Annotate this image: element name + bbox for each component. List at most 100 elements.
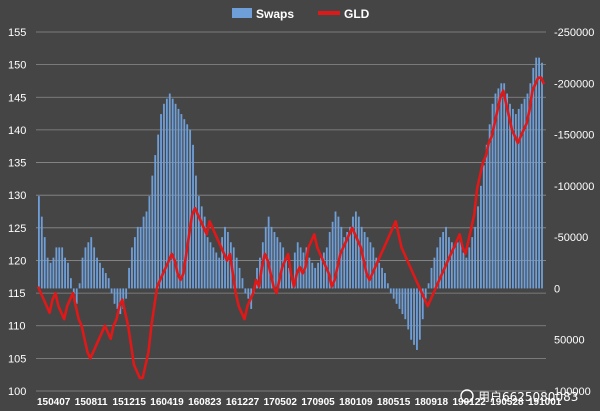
- swaps-bar: [308, 257, 311, 289]
- swaps-bar: [346, 232, 349, 289]
- swaps-bar: [360, 226, 363, 289]
- swaps-bar: [517, 108, 520, 289]
- swaps-bar: [84, 247, 87, 289]
- swaps-bar: [67, 262, 69, 289]
- y-left-tick-label: 135: [8, 158, 26, 170]
- y-right-tick-label: 0: [554, 283, 560, 295]
- x-tick-label: 180109: [339, 397, 373, 408]
- swaps-bar: [453, 247, 456, 289]
- swaps-bar: [116, 288, 119, 309]
- swaps-bar: [75, 288, 78, 304]
- swaps-bar: [87, 242, 90, 289]
- swaps-bar: [497, 88, 500, 289]
- swaps-bar: [139, 226, 142, 289]
- swaps-bar: [389, 288, 392, 294]
- swaps-bar: [78, 283, 81, 289]
- swaps-bar: [107, 278, 110, 289]
- swaps-bar: [477, 206, 479, 289]
- y-left-tick-label: 115: [8, 288, 26, 300]
- swaps-bar: [195, 175, 197, 289]
- y-left-tick-label: 150: [8, 60, 26, 72]
- swaps-bar: [64, 257, 66, 289]
- swaps-bar: [241, 278, 244, 289]
- swaps-bar: [238, 267, 241, 289]
- swaps-bar: [372, 247, 375, 289]
- swaps-bar: [328, 232, 331, 289]
- swaps-bar: [256, 267, 258, 289]
- swaps-bar: [186, 124, 189, 289]
- swaps-bar: [503, 83, 506, 289]
- swaps-bar: [244, 288, 247, 294]
- y-right-tick-label: -250000: [554, 27, 594, 39]
- swaps-bar: [485, 144, 488, 289]
- swaps-bar: [334, 211, 337, 289]
- x-tick-label: 170502: [264, 397, 298, 408]
- swaps-bar: [538, 57, 540, 289]
- weibo-icon: [460, 389, 474, 403]
- swaps-bar: [526, 93, 529, 289]
- swaps-bar: [375, 257, 378, 289]
- x-tick-label: 161227: [226, 397, 260, 408]
- swaps-bar: [212, 247, 215, 289]
- swaps-bar: [421, 288, 424, 320]
- swaps-bar: [392, 288, 395, 299]
- swaps-bar: [456, 242, 459, 289]
- swaps-bar: [514, 114, 517, 289]
- swaps-bar: [529, 83, 532, 289]
- swaps-bar: [357, 216, 360, 289]
- swaps-bar: [55, 247, 58, 289]
- swaps-bar: [276, 237, 279, 289]
- swaps-bar: [468, 247, 471, 289]
- x-tick-label: 160419: [150, 397, 184, 408]
- swaps-bar: [145, 211, 148, 289]
- y-right-tick-label: -50000: [554, 232, 588, 244]
- swaps-bar: [439, 237, 442, 289]
- swaps-bar: [218, 257, 221, 289]
- swaps-bar: [154, 155, 157, 289]
- swaps-bar: [320, 257, 322, 289]
- swaps-bar: [174, 103, 177, 289]
- swaps-bar: [131, 247, 133, 289]
- swaps-bar: [122, 288, 125, 309]
- swaps-bar: [125, 288, 128, 299]
- swaps-bar: [232, 247, 235, 289]
- swaps-bar: [43, 237, 46, 289]
- swaps-bar: [273, 232, 276, 289]
- swaps-bar: [151, 175, 154, 289]
- swaps-bar: [500, 83, 503, 289]
- swaps-bar: [52, 257, 55, 289]
- y-left-tick-label: 105: [8, 353, 26, 365]
- swaps-bar: [465, 257, 468, 289]
- swaps-bar: [81, 257, 84, 289]
- swaps-bar: [200, 206, 203, 289]
- y-left-tick-label: 130: [8, 190, 26, 202]
- swaps-bar: [40, 216, 43, 289]
- swaps-bar: [340, 226, 343, 289]
- swaps-bar: [148, 196, 151, 289]
- swaps-bar: [61, 247, 64, 289]
- swaps-bar: [398, 288, 401, 309]
- y-right-tick-label: 50000: [554, 335, 585, 347]
- swaps-bar: [404, 288, 407, 320]
- legend-label-swaps: Swaps: [256, 7, 294, 21]
- swaps-bar: [189, 129, 192, 289]
- swaps-bar: [58, 247, 61, 289]
- legend: Swaps GLD: [232, 7, 370, 21]
- swaps-bar: [462, 252, 465, 289]
- swaps-bar: [445, 226, 447, 289]
- swaps-bar: [450, 242, 453, 289]
- swaps-bar: [288, 267, 290, 289]
- y-axis-left-ticks: 100 105 110 115 120 125 130 135 140 145 150 155: [8, 27, 26, 398]
- swaps-bar: [354, 211, 357, 289]
- swaps-bar: [133, 237, 136, 289]
- swaps-bar: [343, 237, 346, 289]
- swaps-bar: [430, 267, 433, 289]
- swaps-bar: [267, 216, 270, 289]
- swaps-bar: [183, 119, 186, 289]
- swaps-bar: [203, 216, 206, 289]
- swaps-bar: [221, 237, 224, 289]
- swaps-bar: [427, 283, 430, 289]
- swaps-bar: [474, 226, 477, 289]
- swaps-bar: [49, 262, 52, 289]
- swaps-bar: [352, 216, 354, 289]
